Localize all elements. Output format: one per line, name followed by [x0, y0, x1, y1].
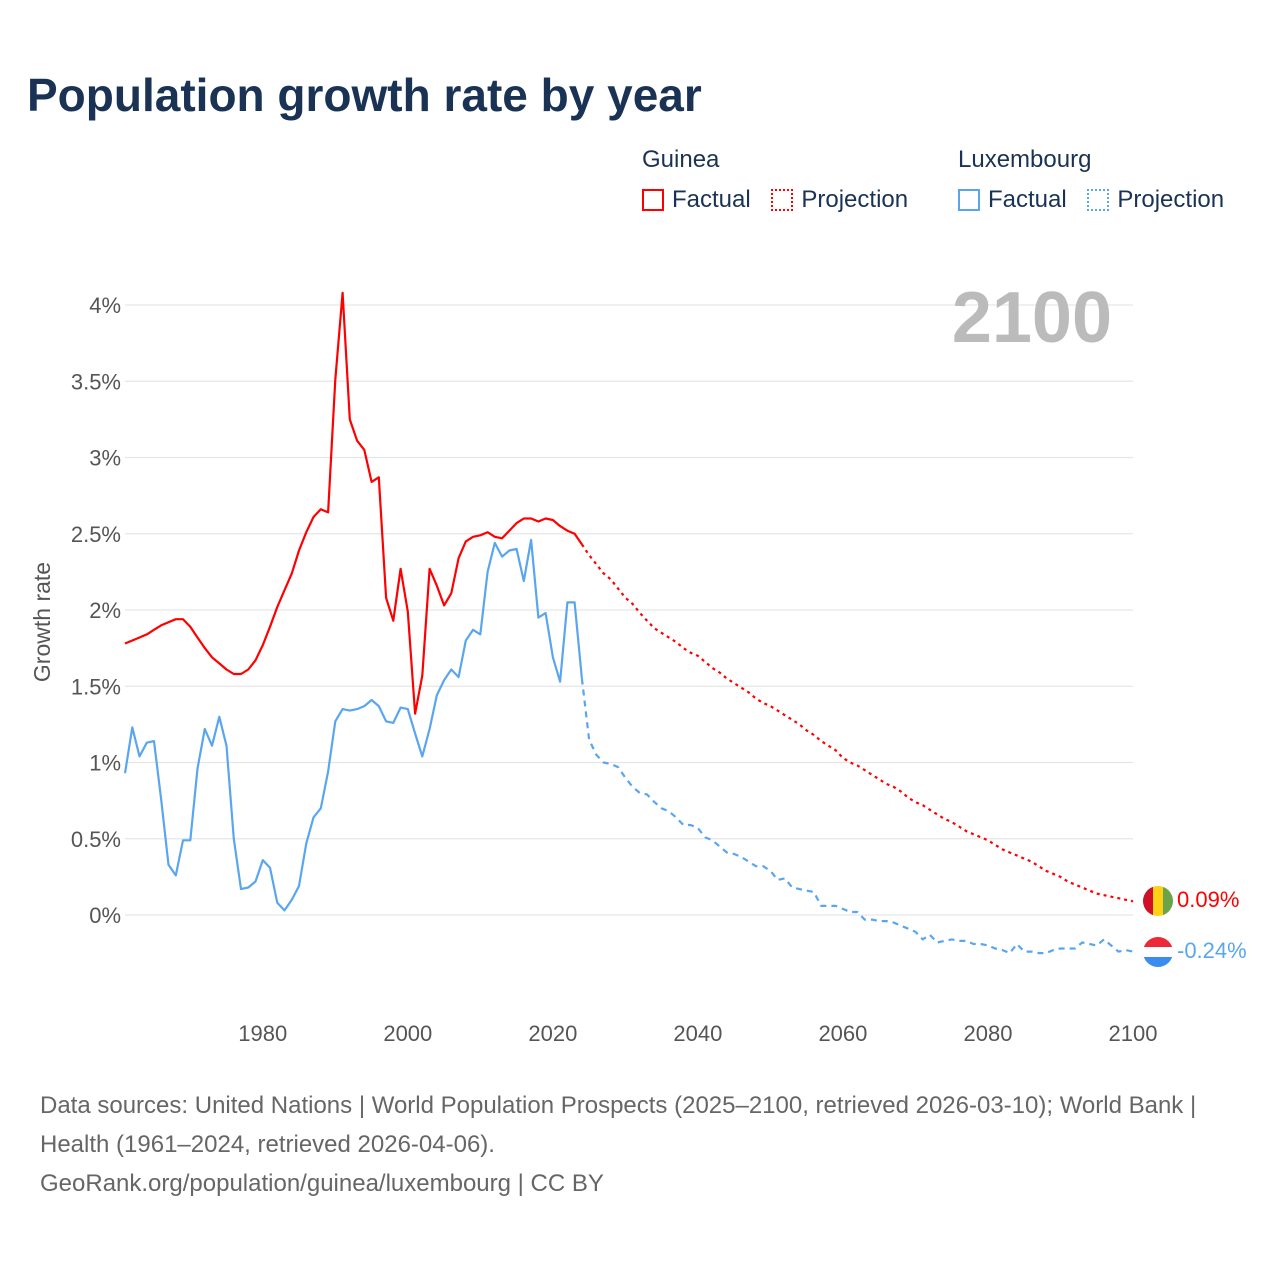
legend-label: Projection: [1117, 186, 1225, 213]
footer: Data sources: United Nations | World Pop…: [40, 1086, 1240, 1203]
dotted-swatch-icon: [1087, 189, 1110, 211]
x-tick-label: 2000: [383, 1021, 432, 1046]
x-tick-label: 1980: [238, 1021, 287, 1046]
legend-guinea: Guinea Factual Projection: [642, 146, 922, 218]
legend-item-guinea-factual[interactable]: Factual: [642, 186, 751, 214]
data-sources: Data sources: United Nations | World Pop…: [40, 1092, 1197, 1158]
y-tick-label: 1%: [89, 751, 121, 776]
guinea-end-label: 0.09%: [1177, 887, 1239, 912]
legend-label: Factual: [988, 186, 1067, 213]
y-tick-label: 4%: [89, 293, 121, 318]
year-watermark: 2100: [952, 278, 1112, 358]
x-tick-label: 2040: [673, 1021, 722, 1046]
y-tick-label: 0%: [89, 903, 121, 928]
guinea-projection-line: [580, 543, 1134, 903]
page-title: Population growth rate by year: [27, 69, 702, 121]
legend-label: Factual: [672, 186, 751, 213]
guinea-flag-icon: [1143, 886, 1173, 916]
legend-item-guinea-projection[interactable]: Projection: [771, 186, 908, 214]
luxembourg-end-label: -0.24%: [1177, 938, 1247, 963]
dotted-swatch-icon: [771, 189, 794, 211]
y-tick-label: 1.5%: [71, 674, 121, 699]
y-axis-label: Growth rate: [29, 562, 55, 682]
x-tick-label: 2100: [1109, 1021, 1158, 1046]
y-tick-label: 2.5%: [71, 522, 121, 547]
credit-link[interactable]: GeoRank.org/population/guinea/luxembourg…: [40, 1170, 604, 1197]
x-tick-label: 2020: [528, 1021, 577, 1046]
solid-swatch-icon: [958, 189, 980, 211]
legend-label: Projection: [801, 186, 909, 213]
legend-title-luxembourg: Luxembourg: [958, 146, 1092, 173]
y-tick-label: 3%: [89, 446, 121, 471]
luxembourg-flag-icon: [1143, 937, 1173, 967]
x-tick-label: 2080: [963, 1021, 1012, 1046]
guinea-factual-line: [124, 291, 583, 715]
x-tick-label: 2060: [818, 1021, 867, 1046]
legend-item-luxembourg-factual[interactable]: Factual: [958, 186, 1067, 214]
legend-item-luxembourg-projection[interactable]: Projection: [1087, 186, 1224, 214]
legend-title-guinea: Guinea: [642, 146, 720, 173]
legend-luxembourg: Luxembourg Factual Projection: [958, 146, 1224, 218]
y-tick-label: 3.5%: [71, 369, 121, 394]
y-tick-label: 0.5%: [71, 827, 121, 852]
luxembourg-projection-line: [580, 678, 1134, 955]
luxembourg-factual-line: [123, 538, 583, 912]
solid-swatch-icon: [642, 189, 664, 211]
y-tick-label: 2%: [89, 598, 121, 623]
